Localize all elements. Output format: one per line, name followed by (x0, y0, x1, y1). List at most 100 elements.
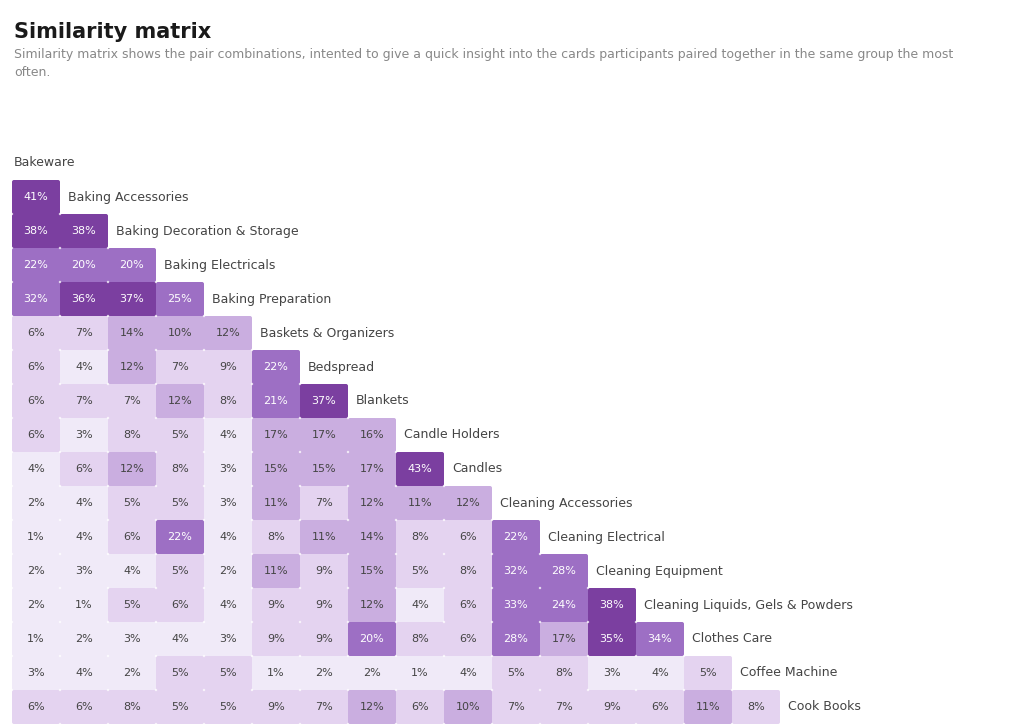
Text: 5%: 5% (171, 566, 188, 576)
FancyBboxPatch shape (444, 588, 492, 622)
Text: 4%: 4% (219, 600, 237, 610)
Text: 3%: 3% (219, 498, 237, 508)
Text: Similarity matrix: Similarity matrix (14, 22, 211, 42)
FancyBboxPatch shape (444, 690, 492, 724)
FancyBboxPatch shape (444, 656, 492, 690)
FancyBboxPatch shape (108, 656, 156, 690)
Text: 9%: 9% (315, 600, 333, 610)
FancyBboxPatch shape (12, 622, 60, 656)
Text: 7%: 7% (75, 396, 93, 406)
Text: 22%: 22% (263, 362, 289, 372)
FancyBboxPatch shape (108, 486, 156, 520)
FancyBboxPatch shape (60, 214, 108, 248)
Text: 7%: 7% (123, 396, 141, 406)
FancyBboxPatch shape (156, 486, 204, 520)
FancyBboxPatch shape (252, 486, 300, 520)
Text: 6%: 6% (171, 600, 188, 610)
FancyBboxPatch shape (60, 316, 108, 350)
FancyBboxPatch shape (444, 622, 492, 656)
Text: 6%: 6% (28, 328, 45, 338)
Text: 14%: 14% (359, 532, 384, 542)
FancyBboxPatch shape (492, 656, 540, 690)
Text: 3%: 3% (219, 634, 237, 644)
FancyBboxPatch shape (252, 350, 300, 384)
Text: 8%: 8% (459, 566, 477, 576)
Text: 6%: 6% (28, 396, 45, 406)
Text: 12%: 12% (359, 498, 384, 508)
Text: 5%: 5% (171, 668, 188, 678)
Text: 8%: 8% (555, 668, 572, 678)
Text: 4%: 4% (411, 600, 429, 610)
FancyBboxPatch shape (732, 690, 780, 724)
Text: 17%: 17% (263, 430, 289, 440)
Text: 16%: 16% (359, 430, 384, 440)
FancyBboxPatch shape (684, 656, 732, 690)
FancyBboxPatch shape (252, 554, 300, 588)
FancyBboxPatch shape (60, 418, 108, 452)
FancyBboxPatch shape (12, 282, 60, 316)
Text: 7%: 7% (75, 328, 93, 338)
FancyBboxPatch shape (204, 622, 252, 656)
FancyBboxPatch shape (300, 452, 348, 486)
Text: Blankets: Blankets (356, 395, 410, 408)
Text: 5%: 5% (507, 668, 525, 678)
FancyBboxPatch shape (12, 690, 60, 724)
FancyBboxPatch shape (60, 588, 108, 622)
Text: 4%: 4% (123, 566, 141, 576)
FancyBboxPatch shape (300, 622, 348, 656)
FancyBboxPatch shape (444, 554, 492, 588)
Text: Baking Accessories: Baking Accessories (68, 190, 188, 203)
FancyBboxPatch shape (588, 622, 636, 656)
Text: 4%: 4% (27, 464, 45, 474)
Text: 9%: 9% (267, 702, 285, 712)
FancyBboxPatch shape (156, 452, 204, 486)
FancyBboxPatch shape (396, 452, 444, 486)
Text: 5%: 5% (123, 600, 141, 610)
Text: 5%: 5% (171, 430, 188, 440)
Text: Candles: Candles (452, 463, 502, 476)
FancyBboxPatch shape (252, 418, 300, 452)
Text: 8%: 8% (267, 532, 285, 542)
Text: 4%: 4% (75, 362, 93, 372)
FancyBboxPatch shape (60, 622, 108, 656)
FancyBboxPatch shape (108, 384, 156, 418)
FancyBboxPatch shape (300, 486, 348, 520)
FancyBboxPatch shape (204, 350, 252, 384)
Text: 8%: 8% (123, 430, 141, 440)
Text: 17%: 17% (359, 464, 384, 474)
FancyBboxPatch shape (12, 316, 60, 350)
Text: 20%: 20% (120, 260, 144, 270)
FancyBboxPatch shape (348, 656, 396, 690)
Text: 2%: 2% (364, 668, 381, 678)
FancyBboxPatch shape (108, 418, 156, 452)
Text: 11%: 11% (311, 532, 336, 542)
FancyBboxPatch shape (348, 486, 396, 520)
FancyBboxPatch shape (492, 554, 540, 588)
Text: 12%: 12% (168, 396, 193, 406)
Text: 43%: 43% (408, 464, 432, 474)
Text: 38%: 38% (600, 600, 625, 610)
FancyBboxPatch shape (204, 384, 252, 418)
Text: 22%: 22% (504, 532, 528, 542)
FancyBboxPatch shape (348, 622, 396, 656)
FancyBboxPatch shape (108, 452, 156, 486)
Text: 4%: 4% (75, 532, 93, 542)
FancyBboxPatch shape (444, 486, 492, 520)
Text: 9%: 9% (267, 634, 285, 644)
Text: 28%: 28% (552, 566, 577, 576)
FancyBboxPatch shape (252, 622, 300, 656)
FancyBboxPatch shape (252, 520, 300, 554)
Text: 6%: 6% (28, 702, 45, 712)
FancyBboxPatch shape (300, 690, 348, 724)
Text: 6%: 6% (123, 532, 141, 542)
FancyBboxPatch shape (156, 656, 204, 690)
FancyBboxPatch shape (300, 554, 348, 588)
Text: 17%: 17% (311, 430, 336, 440)
Text: 7%: 7% (315, 498, 333, 508)
Text: 4%: 4% (459, 668, 477, 678)
Text: 10%: 10% (168, 328, 193, 338)
FancyBboxPatch shape (108, 622, 156, 656)
Text: Baking Preparation: Baking Preparation (212, 292, 331, 306)
Text: 37%: 37% (311, 396, 336, 406)
FancyBboxPatch shape (108, 282, 156, 316)
